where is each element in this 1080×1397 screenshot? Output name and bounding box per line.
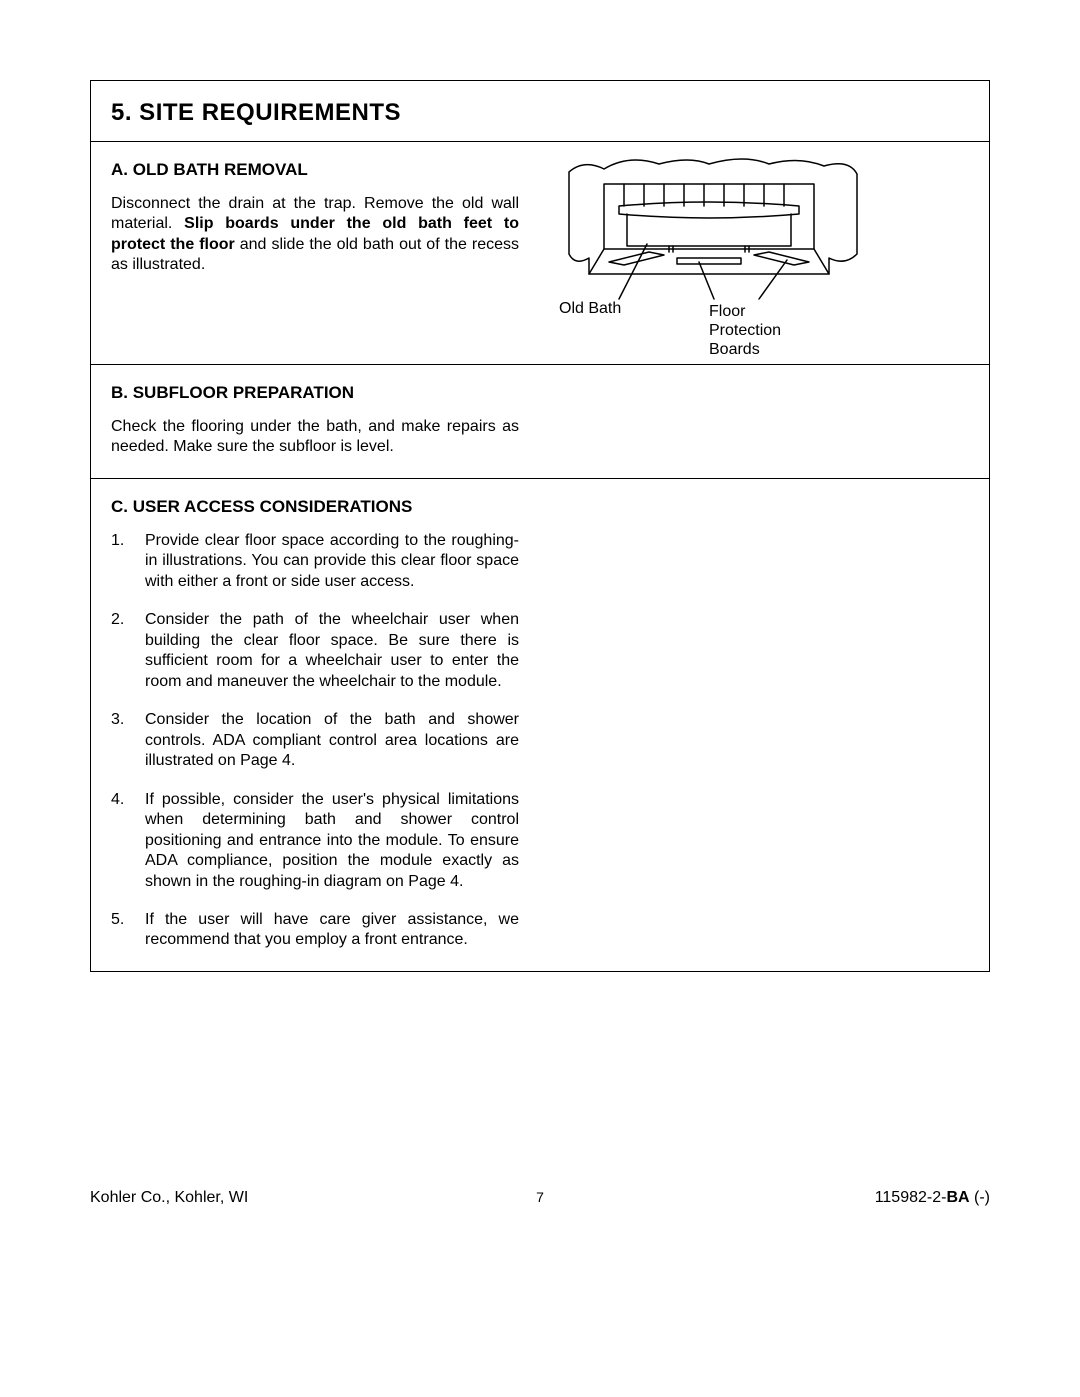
- figure-label-fp-line1: Floor: [709, 303, 745, 320]
- footer-docid-prefix: 115982-2-: [875, 1189, 947, 1206]
- section-c-heading: C. USER ACCESS CONSIDERATIONS: [111, 497, 519, 517]
- footer-docid-ba: BA: [946, 1189, 969, 1206]
- list-num: 2.: [111, 610, 145, 692]
- section-a-text: Disconnect the drain at the trap. Remove…: [111, 194, 519, 276]
- section-b-row: B. SUBFLOOR PREPARATION Check the floori…: [91, 365, 989, 479]
- list-num: 3.: [111, 710, 145, 771]
- footer-page-number: 7: [536, 1189, 544, 1205]
- section-b-left: B. SUBFLOOR PREPARATION Check the floori…: [91, 365, 539, 478]
- section-c-row: C. USER ACCESS CONSIDERATIONS 1. Provide…: [91, 479, 989, 971]
- list-item: 2. Consider the path of the wheelchair u…: [111, 610, 519, 692]
- list-item: 1. Provide clear floor space according t…: [111, 531, 519, 592]
- page-title: 5. SITE REQUIREMENTS: [111, 99, 969, 127]
- section-c-list: 1. Provide clear floor space according t…: [111, 531, 519, 951]
- bath-removal-illustration: [549, 154, 869, 304]
- list-item: 5. If the user will have care giver assi…: [111, 910, 519, 951]
- list-item: 3. Consider the location of the bath and…: [111, 710, 519, 771]
- figure-label-old-bath: Old Bath: [559, 299, 621, 318]
- section-a-row: A. OLD BATH REMOVAL Disconnect the drain…: [91, 142, 989, 365]
- figure-label-fp-line3: Boards: [709, 341, 760, 358]
- section-c-right: [539, 479, 989, 971]
- page: 5. SITE REQUIREMENTS A. OLD BATH REMOVAL…: [0, 0, 1080, 1397]
- list-body: Consider the path of the wheelchair user…: [145, 610, 519, 692]
- list-num: 4.: [111, 790, 145, 892]
- footer-left: Kohler Co., Kohler, WI: [90, 1189, 248, 1207]
- list-num: 1.: [111, 531, 145, 592]
- section-b-right: [539, 365, 989, 478]
- list-item: 4. If possible, consider the user's phys…: [111, 790, 519, 892]
- section-b-heading: B. SUBFLOOR PREPARATION: [111, 383, 519, 403]
- list-body: If the user will have care giver assista…: [145, 910, 519, 951]
- title-row: 5. SITE REQUIREMENTS: [91, 81, 989, 142]
- content-box: 5. SITE REQUIREMENTS A. OLD BATH REMOVAL…: [90, 80, 990, 972]
- page-footer: Kohler Co., Kohler, WI 7 115982-2-BA (-): [90, 1189, 990, 1207]
- list-body: Consider the location of the bath and sh…: [145, 710, 519, 771]
- section-a-right: Old Bath Floor Protection Boards: [539, 142, 989, 364]
- list-body: If possible, consider the user's physica…: [145, 790, 519, 892]
- figure-label-fp-line2: Protection: [709, 322, 781, 339]
- section-b-text: Check the flooring under the bath, and m…: [111, 417, 519, 458]
- section-c-left: C. USER ACCESS CONSIDERATIONS 1. Provide…: [91, 479, 539, 971]
- section-a-heading: A. OLD BATH REMOVAL: [111, 160, 519, 180]
- figure-label-floor-protection: Floor Protection Boards: [709, 302, 781, 360]
- footer-right: 115982-2-BA (-): [875, 1189, 990, 1207]
- list-body: Provide clear floor space according to t…: [145, 531, 519, 592]
- footer-docid-suffix: (-): [970, 1189, 990, 1206]
- bath-figure: Old Bath Floor Protection Boards: [549, 154, 969, 354]
- list-num: 5.: [111, 910, 145, 951]
- section-a-left: A. OLD BATH REMOVAL Disconnect the drain…: [91, 142, 539, 364]
